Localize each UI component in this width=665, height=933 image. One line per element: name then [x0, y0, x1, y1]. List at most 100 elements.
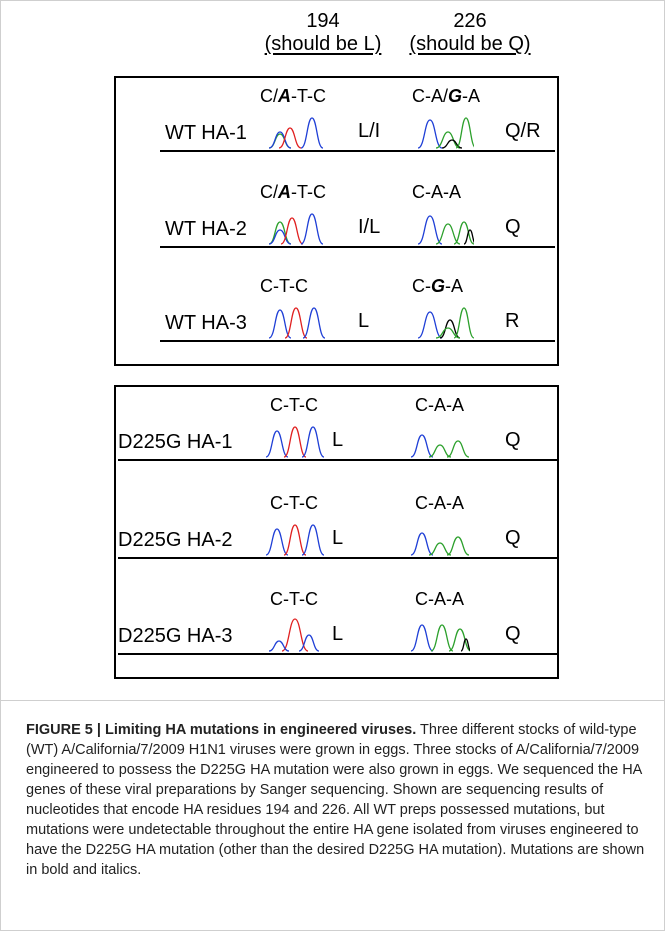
d225g-panel: [114, 385, 559, 679]
column-number: 194: [306, 10, 340, 32]
trace-peak: [446, 536, 470, 556]
sequence-part: C-: [412, 276, 431, 296]
chromatogram-trace: [410, 624, 470, 652]
trace-peak: [417, 311, 443, 339]
caption-title: FIGURE 5 | Limiting HA mutations in engi…: [26, 722, 417, 738]
residue-194-call: L: [358, 310, 370, 332]
sequence-part: C-A-A: [412, 182, 461, 202]
trace-peak: [268, 640, 290, 652]
trace-peak: [280, 217, 304, 245]
sequence-part: C-T-C: [270, 589, 318, 609]
trace-peak: [265, 430, 289, 458]
sample-label: D225G HA-2: [118, 529, 233, 551]
codon-226-sequence: C-G-A: [412, 276, 463, 297]
trace-peak: [455, 117, 474, 149]
sequence-part: C-A-A: [415, 493, 464, 513]
trace-peak: [301, 524, 325, 556]
mutated-base: A: [278, 182, 291, 202]
sequence-part: -A: [462, 86, 481, 106]
row-baseline: [160, 246, 555, 248]
trace-peak: [300, 213, 324, 245]
caption-body: Three different stocks of wild-type (WT)…: [26, 722, 645, 878]
residue-194-call: I/L: [358, 216, 381, 238]
mutated-base: A: [278, 86, 291, 106]
trace-peak: [428, 542, 452, 556]
column-header-226: 226 (should be Q): [395, 10, 545, 56]
trace-peak: [281, 618, 309, 652]
codon-194-sequence: C-T-C: [260, 276, 308, 297]
trace-peak: [302, 307, 326, 339]
sequence-part: C-T-C: [270, 395, 318, 415]
sequence-part: C-T-C: [260, 276, 308, 296]
codon-194-sequence: C-T-C: [270, 589, 318, 610]
trace-peak: [453, 307, 474, 339]
trace-peak: [283, 524, 307, 556]
trace-peak: [300, 117, 324, 149]
mutated-base: G: [448, 86, 463, 106]
sample-label: WT HA-3: [165, 312, 247, 334]
trace-peak: [417, 119, 443, 149]
trace-peak: [410, 434, 434, 458]
row-baseline: [160, 340, 555, 342]
codon-226-sequence: C-A-A: [415, 493, 464, 514]
trace-peak: [435, 223, 461, 245]
chromatogram-trace: [268, 618, 320, 652]
residue-226-call: Q: [505, 623, 521, 645]
trace-peak: [298, 634, 320, 652]
sample-label: D225G HA-3: [118, 625, 233, 647]
trace-peak: [265, 528, 289, 556]
codon-194-sequence: C-T-C: [270, 493, 318, 514]
residue-194-call: L/I: [358, 120, 381, 142]
chromatogram-trace: [410, 532, 470, 556]
row-baseline: [118, 557, 558, 559]
residue-226-call: Q: [505, 429, 521, 451]
sample-label: D225G HA-1: [118, 431, 233, 453]
trace-peak: [460, 638, 470, 652]
codon-194-sequence: C/A-T-C: [260, 86, 326, 107]
row-baseline: [118, 653, 558, 655]
residue-194-call: L: [332, 429, 344, 451]
codon-226-sequence: C-A-A: [415, 589, 464, 610]
sequence-part: -A: [445, 276, 464, 296]
trace-peak: [268, 221, 292, 245]
trace-peak: [284, 307, 308, 339]
trace-peak: [417, 215, 443, 245]
residue-194-call: L: [332, 527, 344, 549]
trace-peak: [463, 229, 474, 245]
sequence-part: C-A/: [412, 86, 448, 106]
trace-peak: [278, 127, 302, 149]
codon-226-sequence: C-A/G-A: [412, 86, 480, 107]
codon-226-sequence: C-A-A: [415, 395, 464, 416]
trace-peak: [268, 131, 292, 149]
column-number: 226: [453, 10, 487, 32]
trace-peak: [268, 229, 292, 245]
residue-226-call: Q: [505, 216, 521, 238]
sequence-part: C/: [260, 86, 278, 106]
chromatogram-trace: [417, 117, 474, 149]
codon-194-sequence: C-T-C: [270, 395, 318, 416]
column-note: (should be Q): [409, 33, 531, 55]
chromatogram-trace: [265, 426, 325, 458]
trace-peak: [283, 426, 307, 458]
chromatogram-trace: [417, 215, 474, 245]
figure-caption: FIGURE 5 | Limiting HA mutations in engi…: [26, 720, 646, 880]
trace-peak: [410, 624, 434, 652]
trace-peak: [435, 131, 461, 149]
trace-peak: [453, 221, 474, 245]
row-baseline: [118, 459, 558, 461]
trace-peak: [301, 426, 325, 458]
trace-peak: [428, 444, 452, 458]
residue-226-call: Q: [505, 527, 521, 549]
codon-226-sequence: C-A-A: [412, 182, 461, 203]
sample-label: WT HA-2: [165, 218, 247, 240]
sequence-part: -T-C: [291, 86, 326, 106]
trace-peak: [446, 440, 470, 458]
chromatogram-trace: [417, 307, 474, 339]
sample-label: WT HA-1: [165, 122, 247, 144]
trace-peak: [430, 624, 454, 652]
sequence-part: C-T-C: [270, 493, 318, 513]
mutated-base: G: [431, 276, 446, 296]
column-header-194: 194 (should be L): [248, 10, 398, 56]
column-note: (should be L): [264, 33, 382, 55]
sequence-part: C-A-A: [415, 395, 464, 415]
